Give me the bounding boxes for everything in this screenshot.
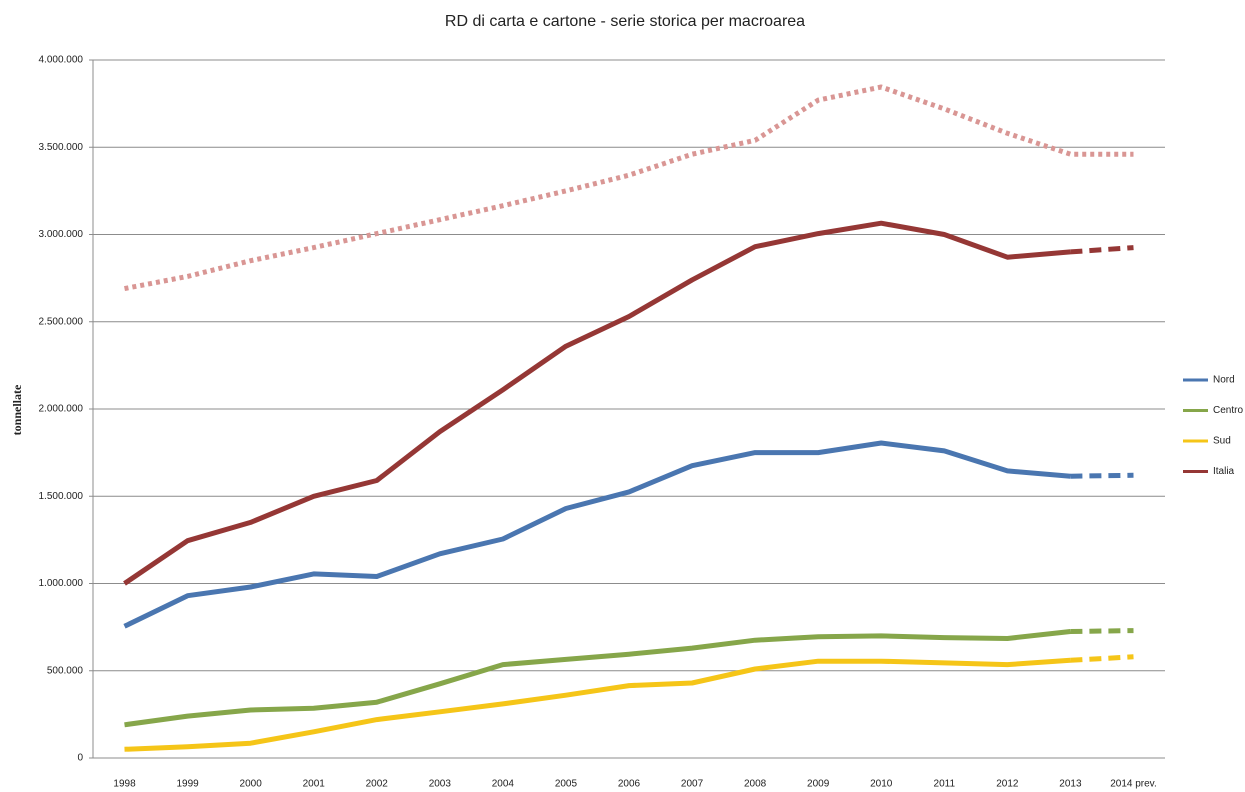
legend-label: Centro xyxy=(1213,405,1243,416)
x-tick-label: 2010 xyxy=(870,779,893,790)
x-tick-label: 2014 prev. xyxy=(1110,779,1157,790)
series-line-projection xyxy=(1070,245,1134,255)
x-tick-label: 1999 xyxy=(176,779,199,790)
y-tick-label: 2.000.000 xyxy=(39,404,84,415)
y-tick-label: 1.000.000 xyxy=(39,578,84,589)
series-line xyxy=(124,84,1134,292)
legend-label: Sud xyxy=(1213,436,1231,447)
legend-label: Italia xyxy=(1213,466,1235,477)
chart-title: RD di carta e cartone - serie storica pe… xyxy=(445,13,805,30)
series-line xyxy=(124,657,1071,752)
x-tick-label: 2001 xyxy=(303,779,326,790)
x-tick-label: 2002 xyxy=(366,779,389,790)
y-axis-label: tonnellate xyxy=(10,384,24,435)
series-line-projection xyxy=(1070,628,1134,634)
y-tick-label: 1.500.000 xyxy=(39,491,84,502)
y-tick-label: 500.000 xyxy=(47,665,84,676)
x-tick-label: 2006 xyxy=(618,779,641,790)
series-line xyxy=(124,629,1071,728)
y-tick-label: 4.000.000 xyxy=(39,55,84,66)
series-line xyxy=(123,440,1071,629)
y-tick-label: 2.500.000 xyxy=(39,316,84,327)
x-tick-label: 1998 xyxy=(113,779,136,790)
series-line-projection xyxy=(1070,472,1134,479)
x-tick-label: 2000 xyxy=(240,779,263,790)
x-tick-label: 2008 xyxy=(744,779,767,790)
y-tick-label: 0 xyxy=(77,753,83,764)
x-tick-label: 2005 xyxy=(555,779,578,790)
x-tick-label: 2003 xyxy=(429,779,452,790)
x-tick-label: 2004 xyxy=(492,779,515,790)
x-tick-label: 2009 xyxy=(807,779,830,790)
y-tick-label: 3.500.000 xyxy=(39,142,84,153)
x-tick-label: 2013 xyxy=(1059,779,1082,790)
y-tick-label: 3.000.000 xyxy=(39,229,84,240)
series-line xyxy=(123,220,1071,586)
x-tick-label: 2012 xyxy=(996,779,1019,790)
x-tick-label: 2011 xyxy=(934,779,956,790)
series-line-projection xyxy=(1070,654,1134,663)
x-tick-label: 2007 xyxy=(681,779,704,790)
legend-label: Nord xyxy=(1213,375,1235,386)
